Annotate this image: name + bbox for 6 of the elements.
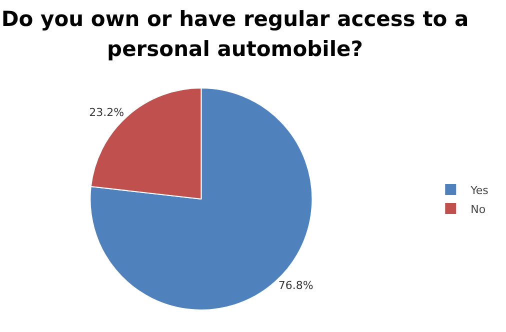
pie-slice [90, 88, 313, 310]
legend-label: Yes [470, 184, 489, 197]
chart-title: Do you own or have regular access to a personal automobile? [0, 6, 470, 63]
data-label: 23.2% [89, 106, 124, 120]
legend-label: No [470, 202, 486, 216]
data-label: 76.8% [278, 278, 314, 292]
